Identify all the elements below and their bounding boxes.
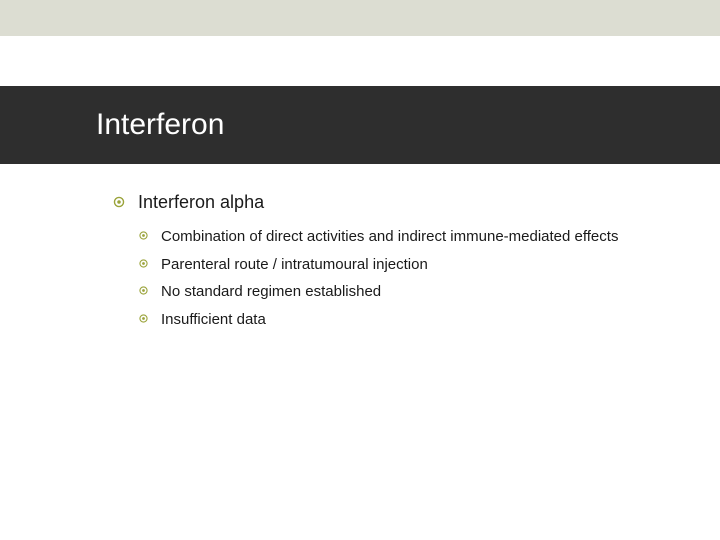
list-item-label: No standard regimen established [161, 282, 381, 302]
sun-bullet-icon [138, 230, 149, 241]
sub-list: Combination of direct activities and ind… [112, 227, 650, 329]
top-accent-strip [0, 0, 720, 36]
title-bar: Interferon [0, 86, 720, 164]
sun-bullet-icon [138, 313, 149, 324]
slide-title: Interferon [96, 108, 720, 142]
list-item: Combination of direct activities and ind… [138, 227, 650, 247]
list-item: No standard regimen established [138, 282, 650, 302]
list-item-label: Combination of direct activities and ind… [161, 227, 618, 247]
list-item: Insufficient data [138, 310, 650, 330]
list-item: Interferon alpha [112, 192, 650, 213]
list-item: Parenteral route / intratumoural injecti… [138, 255, 650, 275]
sun-bullet-icon [112, 195, 126, 209]
content-area: Interferon alpha Combination of direct a… [0, 164, 720, 329]
sun-bullet-icon [138, 258, 149, 269]
list-item-label: Parenteral route / intratumoural injecti… [161, 255, 428, 275]
list-item-label: Insufficient data [161, 310, 266, 330]
list-item-label: Interferon alpha [138, 192, 264, 213]
sun-bullet-icon [138, 285, 149, 296]
